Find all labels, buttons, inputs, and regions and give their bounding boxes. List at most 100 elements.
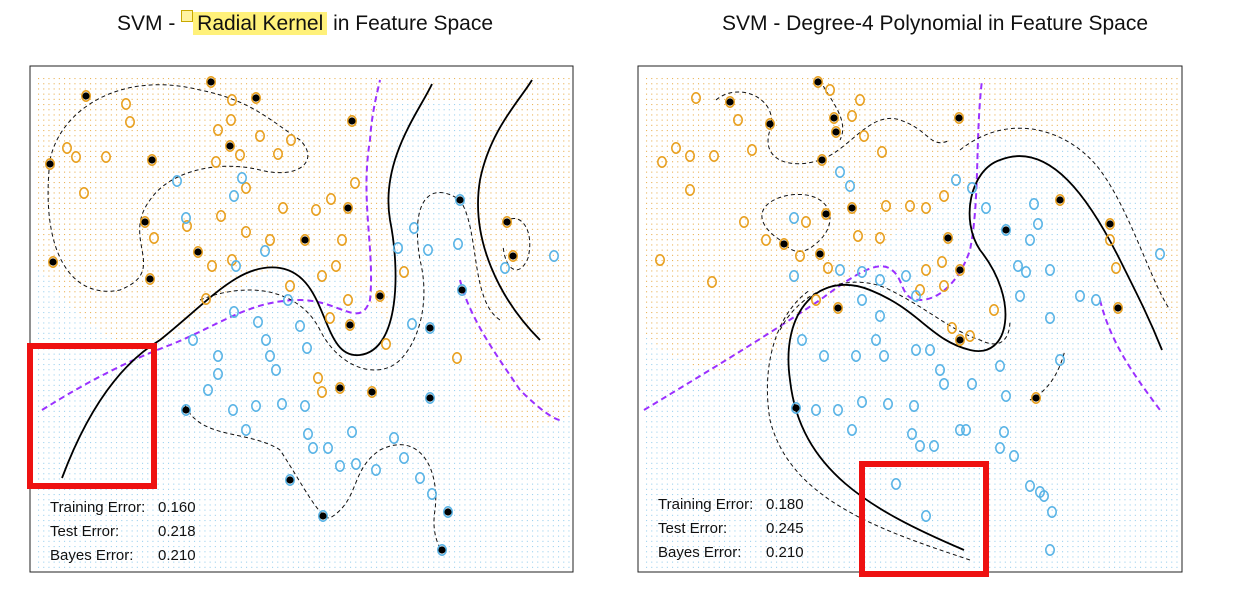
- grid-dot: [194, 218, 196, 220]
- grid-dot: [79, 296, 81, 298]
- grid-dot: [214, 176, 216, 178]
- grid-dot: [204, 130, 206, 132]
- grid-dot: [105, 286, 107, 288]
- grid-dot: [136, 473, 138, 475]
- grid-dot: [142, 286, 144, 288]
- grid-dot: [251, 473, 253, 475]
- sticky-note-icon[interactable]: [181, 10, 194, 22]
- grid-dot: [256, 494, 258, 496]
- grid-dot: [53, 374, 55, 376]
- grid-dot: [90, 462, 92, 464]
- grid-dot: [131, 551, 133, 553]
- grid-dot: [194, 556, 196, 558]
- grid-dot: [292, 390, 294, 392]
- grid-dot: [251, 197, 253, 199]
- grid-dot: [74, 520, 76, 522]
- grid-dot: [95, 270, 97, 272]
- grid-dot: [116, 291, 118, 293]
- grid-dot: [246, 124, 248, 126]
- grid-dot: [225, 192, 227, 194]
- grid-dot: [43, 400, 45, 402]
- grid-dot: [256, 239, 258, 241]
- grid-dot: [69, 540, 71, 542]
- grid-dot: [168, 104, 170, 106]
- grid-dot: [100, 182, 102, 184]
- grid-dot: [100, 421, 102, 423]
- grid-dot: [230, 301, 232, 303]
- grid-dot: [110, 421, 112, 423]
- grid-dot: [74, 98, 76, 100]
- grid-dot: [287, 296, 289, 298]
- grid-dot: [43, 436, 45, 438]
- grid-dot: [69, 124, 71, 126]
- grid-dot: [69, 228, 71, 230]
- grid-dot: [308, 88, 310, 90]
- grid-dot: [220, 374, 222, 376]
- grid-dot: [100, 270, 102, 272]
- grid-dot: [126, 306, 128, 308]
- grid-dot: [235, 343, 237, 345]
- grid-dot: [282, 156, 284, 158]
- grid-dot: [100, 514, 102, 516]
- grid-dot: [147, 462, 149, 464]
- grid-dot: [230, 130, 232, 132]
- grid-dot: [152, 140, 154, 142]
- grid-dot: [116, 135, 118, 137]
- grid-dot: [74, 431, 76, 433]
- grid-dot: [225, 442, 227, 444]
- grid-dot: [209, 400, 211, 402]
- grid-dot: [90, 119, 92, 121]
- grid-dot: [251, 556, 253, 558]
- grid-dot: [277, 561, 279, 563]
- grid-dot: [298, 98, 300, 100]
- grid-dot: [282, 161, 284, 163]
- grid-dot: [178, 447, 180, 449]
- grid-dot: [178, 348, 180, 350]
- grid-dot: [58, 457, 60, 459]
- grid-dot: [287, 566, 289, 568]
- grid-dot: [58, 364, 60, 366]
- grid-dot: [220, 202, 222, 204]
- grid-dot: [188, 239, 190, 241]
- grid-dot: [261, 312, 263, 314]
- grid-dot: [266, 312, 268, 314]
- grid-dot: [110, 395, 112, 397]
- grid-dot: [162, 161, 164, 163]
- grid-dot: [121, 468, 123, 470]
- grid-dot: [53, 551, 55, 553]
- grid-dot: [74, 322, 76, 324]
- grid-dot: [58, 317, 60, 319]
- grid-dot: [246, 566, 248, 568]
- grid-dot: [116, 234, 118, 236]
- grid-dot: [131, 104, 133, 106]
- grid-dot: [199, 104, 201, 106]
- grid-dot: [142, 296, 144, 298]
- grid-dot: [282, 312, 284, 314]
- grid-dot: [282, 124, 284, 126]
- grid-dot: [225, 483, 227, 485]
- grid-dot: [162, 488, 164, 490]
- grid-dot: [69, 187, 71, 189]
- grid-dot: [178, 369, 180, 371]
- grid-dot: [173, 416, 175, 418]
- grid-dot: [235, 88, 237, 90]
- grid-dot: [298, 124, 300, 126]
- grid-dot: [53, 317, 55, 319]
- grid-dot: [235, 358, 237, 360]
- grid-dot: [292, 535, 294, 537]
- grid-dot: [79, 400, 81, 402]
- grid-dot: [204, 156, 206, 158]
- grid-dot: [204, 353, 206, 355]
- grid-dot: [116, 504, 118, 506]
- grid-dot: [152, 223, 154, 225]
- grid-dot: [136, 514, 138, 516]
- grid-dot: [64, 499, 66, 501]
- grid-dot: [256, 306, 258, 308]
- grid-dot: [287, 535, 289, 537]
- grid-dot: [116, 124, 118, 126]
- grid-dot: [183, 390, 185, 392]
- grid-dot: [131, 145, 133, 147]
- grid-dot: [282, 83, 284, 85]
- grid-dot: [48, 202, 50, 204]
- grid-dot: [261, 462, 263, 464]
